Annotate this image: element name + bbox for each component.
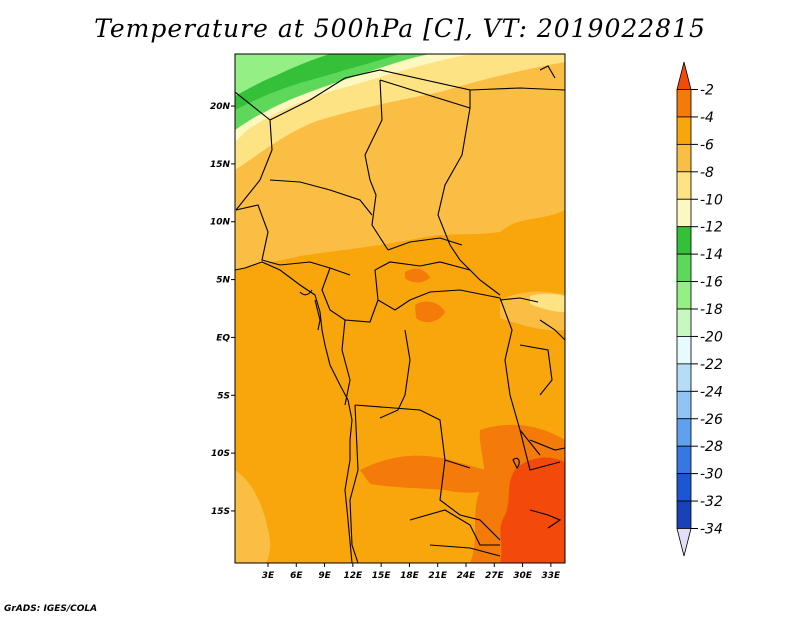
lat-tick-label: 10N: [210, 218, 231, 228]
country-borders: [235, 65, 565, 563]
colorbar-segment: [676, 226, 692, 255]
colorbar-label: -22: [700, 357, 723, 373]
colorbar-label: -16: [700, 275, 723, 291]
map-title: Temperature at 500hPa [C], VT: 201902281…: [94, 14, 706, 43]
colorbar-segment: [676, 116, 692, 145]
field-patch-minus4-a: [360, 455, 505, 493]
lat-tick-label: 10S: [211, 449, 230, 459]
colorbar-segment: [676, 363, 692, 392]
lon-tick-label: 30E: [513, 571, 533, 581]
colorbar-label: -26: [700, 412, 723, 428]
colorbar-label: -14: [700, 247, 723, 263]
colorbar-segment: [676, 143, 692, 173]
colorbar-segment: [676, 418, 692, 447]
lon-tick-label: 18E: [400, 571, 420, 581]
lon-tick-label: 6E: [290, 571, 303, 581]
temperature-field: [235, 54, 565, 563]
colorbar-segment: [676, 473, 692, 502]
colorbar-label: -2: [700, 83, 714, 99]
coastline: [235, 261, 353, 563]
colorbar-label: -32: [700, 494, 723, 510]
longitude-axis: 3E 6E 9E 12E 15E 18E 21E 24E 27E 30E 33E: [262, 563, 561, 581]
lat-tick-label: EQ: [216, 333, 230, 343]
colorbar-segment: [676, 171, 692, 200]
lon-tick-label: 9E: [318, 571, 331, 581]
colorbar-segment: [676, 198, 692, 228]
field-patch-minus4-d: [405, 268, 430, 283]
lat-tick-label: 5S: [217, 391, 230, 401]
colorbar-bottom-arrow: [676, 528, 692, 557]
lon-tick-label: 21E: [428, 571, 448, 581]
colorbar-label: -18: [700, 302, 723, 318]
colorbar-top-arrow: [676, 61, 692, 90]
colorbar-segment: [676, 308, 692, 337]
colorbar-label: -12: [700, 220, 723, 236]
grads-credit: GrADS: IGES/COLA: [4, 604, 98, 614]
lat-tick-label: 15S: [211, 507, 230, 517]
colorbar-label: -34: [700, 522, 723, 538]
colorbar-label: -10: [700, 192, 723, 208]
colorbar-segment: [676, 390, 692, 420]
lon-tick-label: 24E: [457, 571, 477, 581]
lat-tick-label: 20N: [210, 102, 231, 112]
lon-tick-label: 12E: [344, 571, 364, 581]
lat-tick-label: 5N: [216, 276, 230, 286]
latitude-axis: 20N 15N 10N 5N EQ 5S 10S 15S: [210, 102, 235, 517]
colorbar-segment: [676, 281, 692, 310]
field-band-minus18: [235, 54, 330, 96]
colorbar-label: -24: [700, 384, 723, 400]
lon-tick-label: 33E: [542, 571, 562, 581]
colorbar-label: -20: [700, 329, 723, 345]
colorbar-label: -6: [700, 137, 714, 153]
colorbar-segment: [676, 89, 692, 118]
colorbar: -2 -4 -6 -8 -10 -12 -14 -16 -18 -20 -22 -24 -26 -28 -3…: [676, 61, 723, 557]
colorbar-segment: [676, 253, 692, 282]
lon-tick-label: 15E: [372, 571, 392, 581]
map-frame: [234, 53, 566, 564]
field-patch-east-light: [530, 293, 565, 312]
field-patch-minus4-c: [415, 301, 445, 323]
colorbar-segment: [676, 336, 692, 365]
lon-tick-label: 3E: [262, 571, 275, 581]
lon-tick-label: 27E: [485, 571, 505, 581]
lat-tick-label: 15N: [210, 160, 231, 170]
field-patch-lightnw: [235, 470, 271, 563]
colorbar-label: -4: [700, 110, 714, 126]
colorbar-label: -30: [700, 467, 723, 483]
colorbar-segment: [676, 445, 692, 475]
colorbar-label: -28: [700, 439, 723, 455]
colorbar-label: -8: [700, 165, 714, 181]
colorbar-segment: [676, 500, 692, 529]
